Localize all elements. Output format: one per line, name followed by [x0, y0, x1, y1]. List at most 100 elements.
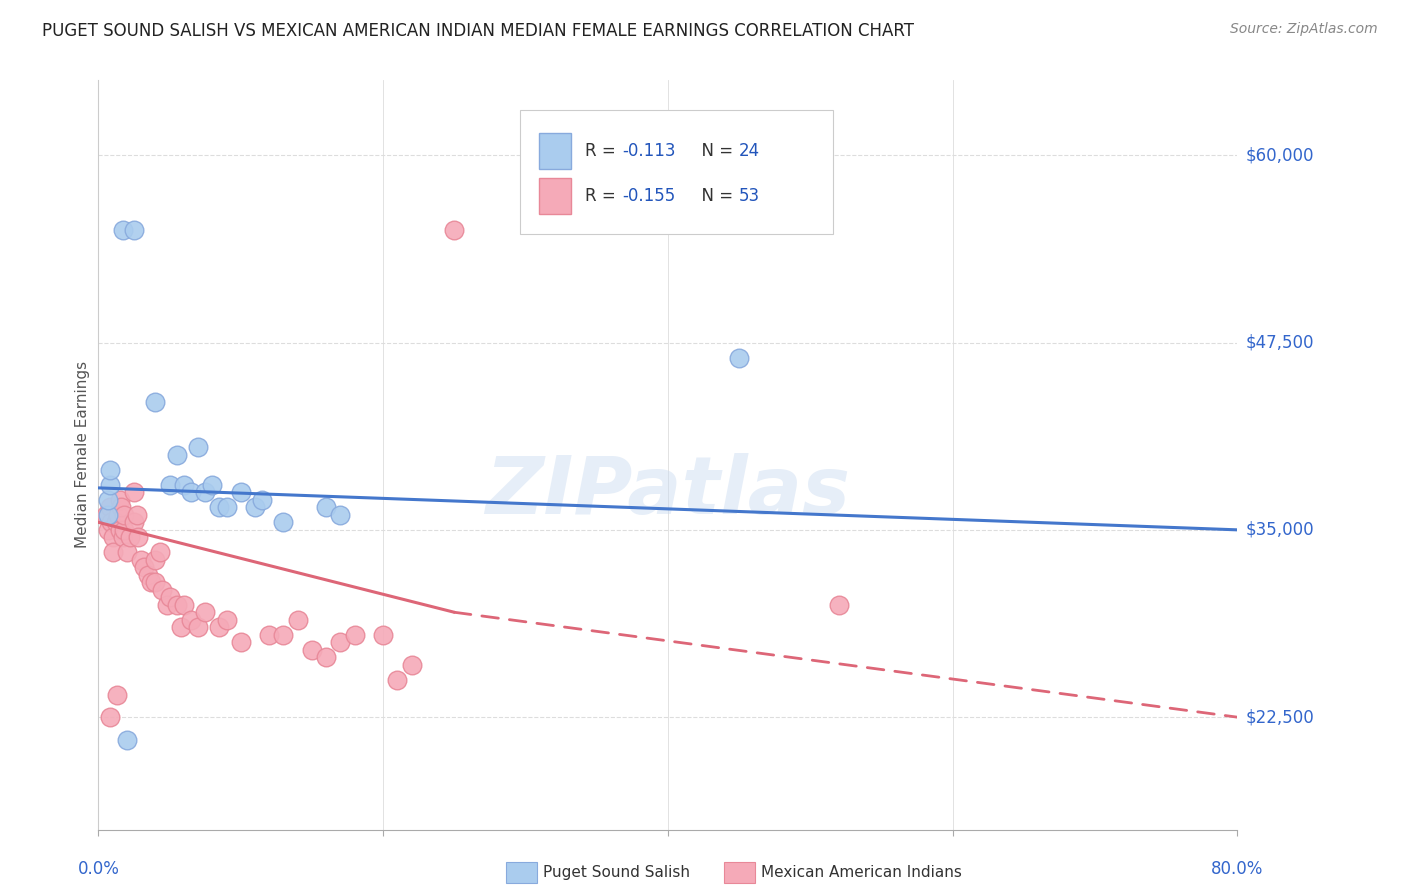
Point — [273, 628, 295, 642]
Point — [110, 500, 132, 515]
Text: -0.155: -0.155 — [623, 186, 675, 204]
Text: $47,500: $47,500 — [1246, 334, 1315, 351]
Point — [194, 485, 217, 500]
Point — [208, 620, 231, 634]
Point — [315, 650, 337, 665]
Point — [145, 553, 167, 567]
Text: PUGET SOUND SALISH VS MEXICAN AMERICAN INDIAN MEDIAN FEMALE EARNINGS CORRELATION: PUGET SOUND SALISH VS MEXICAN AMERICAN I… — [42, 22, 914, 40]
Point — [201, 478, 224, 492]
Point — [215, 500, 238, 515]
Point — [97, 492, 120, 507]
Point — [127, 530, 149, 544]
Point — [101, 530, 124, 544]
Point — [136, 567, 159, 582]
Text: Puget Sound Salish: Puget Sound Salish — [543, 865, 690, 880]
Point — [728, 351, 751, 365]
Point — [315, 500, 337, 515]
Point — [98, 500, 121, 515]
Text: 0.0%: 0.0% — [77, 860, 120, 878]
Point — [132, 560, 155, 574]
Point — [170, 620, 193, 634]
Point — [329, 635, 352, 649]
Point — [373, 628, 395, 642]
Point — [98, 463, 121, 477]
Point — [112, 523, 135, 537]
Point — [145, 395, 167, 409]
Point — [229, 635, 252, 649]
Point — [122, 223, 145, 237]
Text: 80.0%: 80.0% — [1211, 860, 1264, 878]
Point — [259, 628, 281, 642]
Point — [107, 508, 129, 522]
Point — [180, 485, 202, 500]
Point — [301, 642, 323, 657]
Text: Mexican American Indians: Mexican American Indians — [761, 865, 962, 880]
Text: $60,000: $60,000 — [1246, 146, 1315, 164]
Point — [98, 710, 121, 724]
Point — [97, 523, 120, 537]
Text: R =: R = — [585, 142, 620, 160]
Text: Source: ZipAtlas.com: Source: ZipAtlas.com — [1230, 22, 1378, 37]
Point — [166, 448, 188, 462]
Bar — [538, 178, 571, 214]
Point — [287, 613, 309, 627]
Point — [173, 598, 195, 612]
Point — [229, 485, 252, 500]
Point — [115, 732, 138, 747]
Point — [112, 508, 135, 522]
Point — [108, 523, 131, 537]
FancyBboxPatch shape — [520, 111, 832, 234]
Point — [98, 478, 121, 492]
Point — [104, 516, 127, 530]
Point — [118, 530, 141, 544]
Point — [180, 613, 202, 627]
Point — [187, 441, 209, 455]
Point — [100, 516, 122, 530]
Text: $22,500: $22,500 — [1246, 708, 1315, 726]
Text: N =: N = — [690, 186, 738, 204]
Point — [152, 582, 174, 597]
Point — [166, 598, 188, 612]
Point — [250, 492, 273, 507]
Text: N =: N = — [690, 142, 738, 160]
Point — [273, 516, 295, 530]
Point — [828, 598, 851, 612]
Point — [159, 591, 181, 605]
Point — [187, 620, 209, 634]
Point — [145, 575, 167, 590]
Point — [101, 545, 124, 559]
Text: R =: R = — [585, 186, 620, 204]
Point — [215, 613, 238, 627]
Point — [111, 223, 134, 237]
Point — [105, 688, 128, 702]
Point — [401, 657, 423, 672]
Text: ZIPatlas: ZIPatlas — [485, 453, 851, 532]
Bar — [538, 133, 571, 169]
Point — [122, 516, 145, 530]
Point — [139, 575, 162, 590]
Text: $35,000: $35,000 — [1246, 521, 1315, 539]
Point — [343, 628, 366, 642]
Text: -0.113: -0.113 — [623, 142, 676, 160]
Y-axis label: Median Female Earnings: Median Female Earnings — [75, 361, 90, 549]
Text: 53: 53 — [738, 186, 759, 204]
Point — [129, 553, 152, 567]
Point — [194, 605, 217, 619]
Point — [329, 508, 352, 522]
Point — [94, 508, 117, 522]
Point — [443, 223, 465, 237]
Point — [156, 598, 179, 612]
Point — [243, 500, 266, 515]
Point — [208, 500, 231, 515]
Point — [111, 530, 134, 544]
Point — [115, 545, 138, 559]
Text: 24: 24 — [738, 142, 759, 160]
Point — [173, 478, 195, 492]
Point — [97, 508, 120, 522]
Point — [125, 508, 148, 522]
Point — [149, 545, 172, 559]
Point — [108, 492, 131, 507]
Point — [122, 485, 145, 500]
Point — [159, 478, 181, 492]
Point — [387, 673, 409, 687]
